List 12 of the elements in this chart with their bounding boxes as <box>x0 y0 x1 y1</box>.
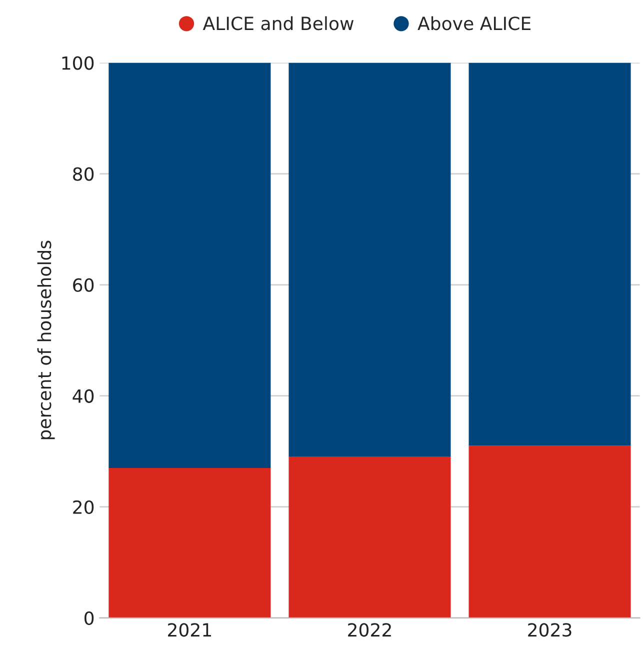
x-tick-label: 2023 <box>528 623 572 637</box>
y-tick-label: 100 <box>62 56 94 70</box>
legend-label: Above ALICE <box>418 16 530 30</box>
y-tick-label: 60 <box>73 278 94 292</box>
y-tick-label: 0 <box>84 611 94 625</box>
x-tick-label: 2022 <box>348 623 391 637</box>
y-axis-title: percent of households <box>37 240 55 440</box>
x-tick-label: 2021 <box>168 623 211 637</box>
y-tick-label: 20 <box>73 500 94 514</box>
y-tick-label: 40 <box>72 389 94 403</box>
legend-label: ALICE and Below <box>202 16 354 30</box>
y-tick-label: 80 <box>73 167 94 181</box>
